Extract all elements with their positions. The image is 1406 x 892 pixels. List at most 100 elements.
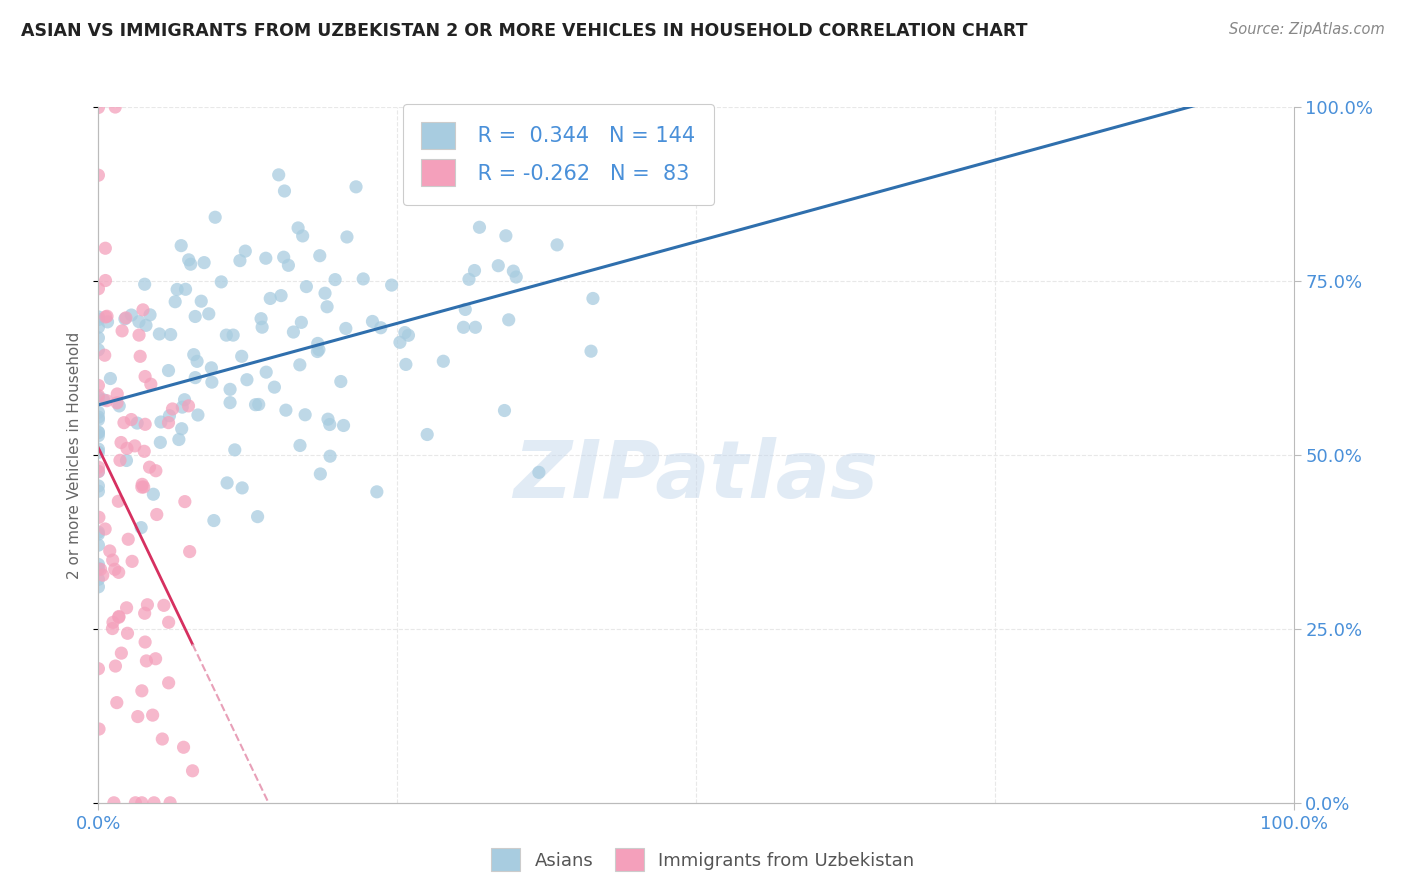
Point — [184, 370, 207, 384]
Point — [290, 315, 312, 329]
Point — [323, 272, 346, 286]
Point — [319, 417, 342, 432]
Point — [87, 425, 110, 440]
Point — [291, 228, 314, 243]
Point — [204, 211, 226, 225]
Point — [138, 460, 160, 475]
Point — [101, 615, 124, 630]
Point — [157, 363, 180, 377]
Point — [187, 408, 209, 422]
Point — [107, 566, 129, 580]
Point — [131, 480, 153, 494]
Point — [224, 442, 246, 457]
Point — [136, 598, 159, 612]
Point — [145, 508, 167, 522]
Point — [110, 435, 132, 450]
Point — [87, 388, 110, 402]
Point — [267, 168, 290, 182]
Point — [87, 527, 110, 541]
Point — [96, 315, 118, 329]
Point — [166, 282, 188, 296]
Point — [134, 369, 156, 384]
Point — [145, 464, 167, 478]
Point — [395, 358, 418, 372]
Point — [87, 410, 110, 425]
Point — [432, 354, 454, 368]
Point — [87, 343, 110, 357]
Point — [100, 371, 122, 385]
Point — [388, 335, 411, 350]
Point — [366, 484, 388, 499]
Point — [87, 331, 110, 345]
Point — [174, 282, 197, 296]
Point — [270, 288, 292, 302]
Point — [117, 533, 139, 547]
Point — [93, 348, 115, 362]
Point — [134, 277, 156, 292]
Point — [502, 264, 524, 278]
Point — [87, 168, 110, 182]
Point — [190, 294, 212, 309]
Point — [172, 400, 194, 414]
Point — [87, 558, 110, 572]
Point — [87, 442, 110, 456]
Point — [90, 562, 112, 576]
Point — [87, 405, 110, 419]
Point — [142, 708, 165, 723]
Point — [159, 409, 181, 423]
Point — [94, 310, 117, 324]
Point — [579, 344, 602, 359]
Point — [283, 325, 305, 339]
Point — [273, 250, 295, 264]
Point — [316, 412, 339, 426]
Point — [115, 442, 138, 456]
Point — [110, 646, 132, 660]
Point — [162, 401, 184, 416]
Point — [157, 676, 180, 690]
Point — [87, 572, 110, 586]
Point — [128, 315, 150, 329]
Point — [398, 328, 420, 343]
Point — [231, 349, 253, 363]
Point — [135, 654, 157, 668]
Point — [131, 683, 153, 698]
Point — [87, 464, 110, 478]
Point — [120, 412, 142, 426]
Point — [87, 282, 110, 296]
Point — [222, 328, 245, 343]
Point — [170, 238, 193, 252]
Point — [236, 373, 259, 387]
Point — [307, 336, 329, 351]
Point — [87, 722, 110, 736]
Point — [259, 292, 281, 306]
Point — [177, 399, 200, 413]
Point — [87, 561, 110, 575]
Point — [254, 365, 277, 379]
Point — [344, 179, 367, 194]
Point — [129, 349, 152, 363]
Point — [127, 709, 149, 723]
Point — [115, 453, 138, 467]
Point — [115, 310, 138, 325]
Point — [93, 392, 115, 407]
Point — [149, 415, 172, 429]
Point — [486, 259, 509, 273]
Point — [87, 525, 110, 540]
Point — [245, 398, 267, 412]
Point — [124, 796, 146, 810]
Point — [87, 428, 110, 442]
Point — [87, 580, 110, 594]
Point — [139, 377, 162, 392]
Point — [148, 326, 170, 341]
Point — [308, 343, 330, 357]
Point — [416, 427, 439, 442]
Text: Source: ZipAtlas.com: Source: ZipAtlas.com — [1229, 22, 1385, 37]
Legend:  R =  0.344   N = 144,  R = -0.262   N =  83: R = 0.344 N = 144, R = -0.262 N = 83 — [402, 103, 714, 205]
Text: ASIAN VS IMMIGRANTS FROM UZBEKISTAN 2 OR MORE VEHICLES IN HOUSEHOLD CORRELATION : ASIAN VS IMMIGRANTS FROM UZBEKISTAN 2 OR… — [21, 22, 1028, 40]
Point — [201, 375, 224, 389]
Point — [173, 740, 195, 755]
Point — [128, 328, 150, 343]
Point — [217, 475, 239, 490]
Point — [219, 395, 242, 409]
Point — [505, 270, 527, 285]
